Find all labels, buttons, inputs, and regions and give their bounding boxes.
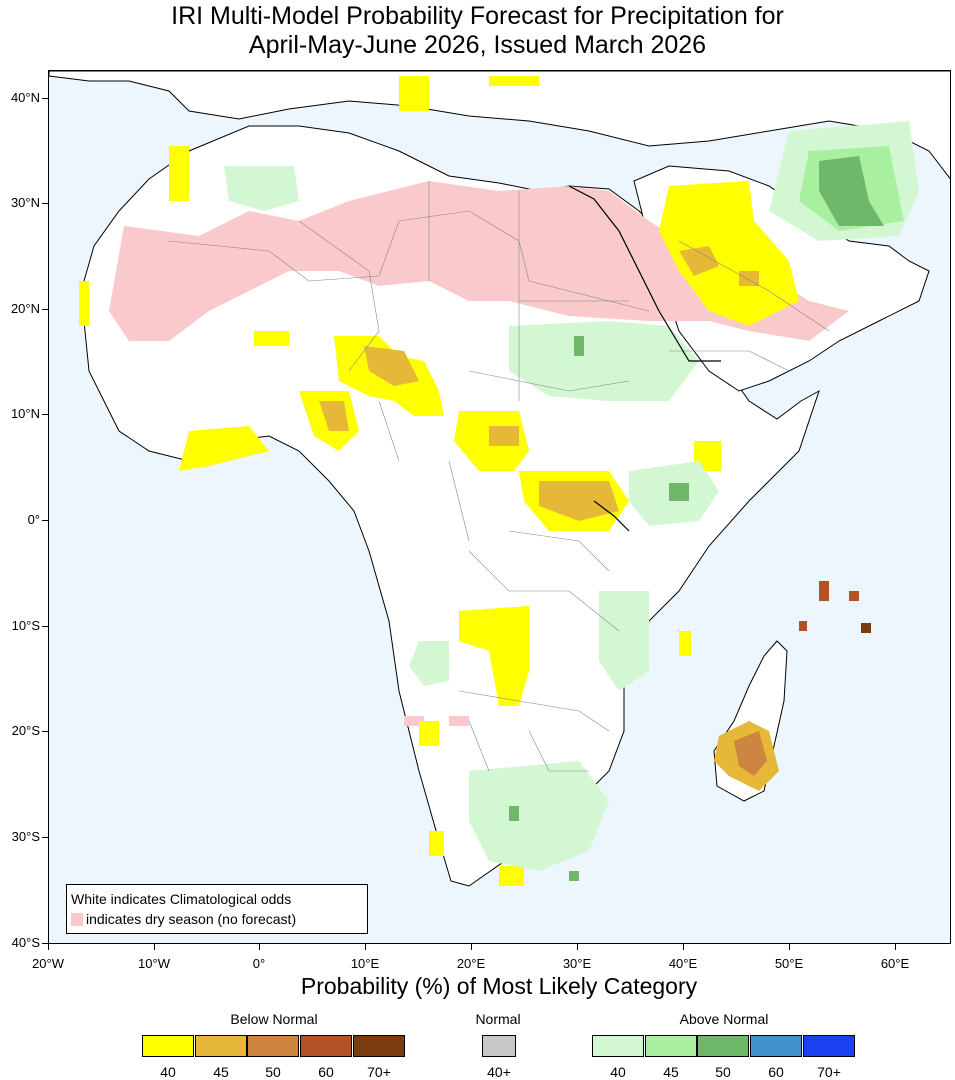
lon-tick xyxy=(48,944,49,950)
below-50-arabia xyxy=(679,246,759,286)
above-swatch-70 xyxy=(803,1035,855,1057)
lon-label: 50°E xyxy=(774,956,804,971)
map-legend: White indicates Climatological odds indi… xyxy=(66,884,368,934)
title-line-1: IRI Multi-Model Probability Forecast for… xyxy=(171,2,784,30)
lat-tick xyxy=(42,943,48,944)
lat-tick xyxy=(42,203,48,204)
below-label: 45 xyxy=(213,1064,229,1080)
below-label: 60 xyxy=(318,1064,334,1080)
lat-tick xyxy=(42,414,48,415)
lat-label: 10°S xyxy=(11,618,40,633)
lon-tick xyxy=(471,944,472,950)
lat-tick xyxy=(42,520,48,521)
normal-label: 40+ xyxy=(487,1064,511,1080)
legend-white-row: White indicates Climatological odds xyxy=(71,891,292,907)
above-swatch-50 xyxy=(697,1035,749,1057)
lon-tick xyxy=(683,944,684,950)
above-label: 60 xyxy=(768,1064,784,1080)
country-borders xyxy=(168,181,830,772)
legend-pink-row: indicates dry season (no forecast) xyxy=(71,909,367,929)
above-40-southeast xyxy=(599,591,649,691)
lon-tick xyxy=(365,944,366,950)
lon-label: 60°E xyxy=(880,956,910,971)
below-60-islands xyxy=(799,581,859,631)
lon-tick xyxy=(259,944,260,950)
dry-season-swatch xyxy=(71,913,83,926)
below-45-sahel xyxy=(319,346,619,521)
lat-tick xyxy=(42,731,48,732)
above-50-iran xyxy=(819,156,884,226)
lon-label: 10°E xyxy=(350,956,380,971)
below-normal-title: Below Normal xyxy=(230,1011,318,1027)
normal-title: Normal xyxy=(475,1011,521,1027)
above-swatch-60 xyxy=(750,1035,802,1057)
above-40-sudan xyxy=(509,321,699,401)
lat-label: 40°S xyxy=(11,935,40,950)
lat-tick xyxy=(42,309,48,310)
below-40-southcentral xyxy=(459,606,529,706)
lat-label: 20°S xyxy=(11,723,40,738)
lat-label: 40°N xyxy=(10,90,40,105)
above-swatch-40 xyxy=(592,1035,644,1057)
above-40-westsahara xyxy=(224,166,299,211)
above-50-eastafrica xyxy=(574,336,689,501)
lat-label: 10°N xyxy=(10,406,40,421)
above-normal-title: Above Normal xyxy=(679,1011,769,1027)
lon-label: 20°W xyxy=(32,956,64,971)
above-swatch-45 xyxy=(645,1035,697,1057)
normal-swatch-40 xyxy=(482,1035,516,1057)
lat-label: 20°N xyxy=(10,301,40,316)
lon-label: 40°E xyxy=(668,956,698,971)
lon-label: 20°E xyxy=(456,956,486,971)
below-40-westafrica xyxy=(179,391,359,471)
title-line-2: April-May-June 2026, Issued March 2026 xyxy=(248,31,707,59)
forecast-map xyxy=(48,70,951,944)
below-50-madagascar xyxy=(734,731,767,776)
legend-pink-text: indicates dry season (no forecast) xyxy=(86,911,297,927)
lat-label: 30°S xyxy=(11,829,40,844)
map-canvas xyxy=(49,71,950,887)
coast-highlights xyxy=(568,185,721,532)
above-label: 70+ xyxy=(817,1064,841,1080)
lon-label: 10°W xyxy=(138,956,170,971)
above-40-southafrica xyxy=(469,761,609,871)
lat-tick xyxy=(42,837,48,838)
below-swatch-45 xyxy=(195,1035,247,1057)
colorbar-caption: Probability (%) of Most Likely Category xyxy=(300,973,698,999)
below-swatch-40 xyxy=(142,1035,194,1057)
above-label: 50 xyxy=(715,1064,731,1080)
above-50-southafrica xyxy=(509,806,579,881)
below-label: 40 xyxy=(160,1064,176,1080)
lat-label: 30°N xyxy=(10,195,40,210)
lat-tick xyxy=(42,98,48,99)
above-label: 40 xyxy=(610,1064,626,1080)
lon-tick xyxy=(895,944,896,950)
below-label: 50 xyxy=(265,1064,281,1080)
dry-season-sahara xyxy=(109,181,849,341)
below-40-arabia xyxy=(659,181,799,326)
above-label: 45 xyxy=(663,1064,679,1080)
below-swatch-60 xyxy=(300,1035,352,1057)
chart-title: IRI Multi-Model Probability Forecast for… xyxy=(0,2,955,60)
lon-tick xyxy=(154,944,155,950)
below-swatch-50 xyxy=(247,1035,299,1057)
forecast-shading xyxy=(79,76,919,886)
lat-label: 0° xyxy=(27,512,40,527)
above-40-angola xyxy=(409,641,449,686)
below-70-islands xyxy=(861,623,871,633)
below-swatch-70 xyxy=(353,1035,405,1057)
below-label: 70+ xyxy=(367,1064,391,1080)
lon-label: 0° xyxy=(252,956,266,971)
lon-tick xyxy=(577,944,578,950)
lat-tick xyxy=(42,626,48,627)
lon-tick xyxy=(789,944,790,950)
lon-label: 30°E xyxy=(562,956,592,971)
